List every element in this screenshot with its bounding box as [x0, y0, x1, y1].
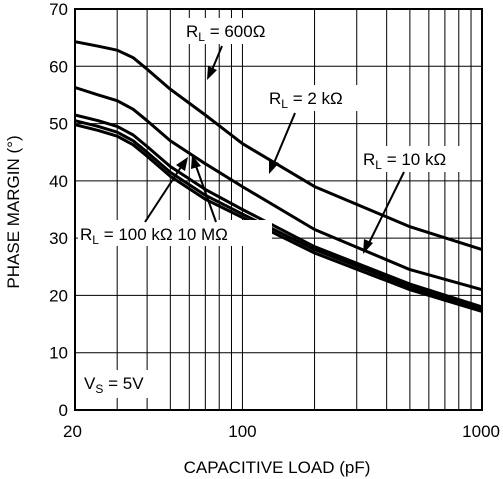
x-tick-label: 100 — [228, 422, 256, 441]
label-vs-sub: S — [95, 382, 103, 396]
label-rl-10k-text: = 10 kΩ — [382, 150, 446, 169]
label-rl-600: RL = 600Ω — [186, 22, 265, 44]
y-tick-label: 40 — [49, 172, 68, 191]
y-tick-label: 20 — [49, 286, 68, 305]
x-tick-label: 1000 — [462, 422, 500, 441]
tick-labels: 0 10 20 30 40 50 60 70 20 100 1000 — [49, 0, 500, 441]
label-rl-100k: RL = 100 kΩ 10 MΩ — [80, 225, 228, 247]
series-line — [74, 113, 483, 309]
label-rl-100k-sub: L — [92, 233, 99, 247]
y-tick-label: 0 — [59, 401, 68, 420]
label-rl-10k: RL = 10 kΩ — [363, 150, 446, 172]
label-rl-600-r: R — [186, 22, 198, 41]
label-rl-2k-sub: L — [281, 97, 288, 111]
x-tick-label: 20 — [63, 422, 82, 441]
label-bg-2k — [265, 85, 361, 111]
y-tick-label: 60 — [49, 57, 68, 76]
arrow-10m — [191, 155, 217, 223]
y-tick-label: 50 — [49, 115, 68, 134]
grid — [75, 9, 482, 410]
label-bg-100k — [78, 220, 272, 246]
arrow-600 — [207, 45, 223, 80]
y-tick-label: 10 — [49, 344, 68, 363]
label-bg-vs — [80, 370, 162, 398]
series-line — [74, 123, 483, 313]
x-axis-title: CAPACITIVE LOAD (pF) — [184, 458, 371, 477]
arrow-100k — [144, 157, 188, 223]
label-rl-10k-sub: L — [375, 158, 382, 172]
arrow-10k — [363, 171, 405, 254]
label-vs: VS = 5V — [84, 374, 144, 396]
label-rl-100k-text: = 100 kΩ 10 MΩ — [99, 225, 228, 244]
y-tick-label: 30 — [49, 229, 68, 248]
label-rl-2k-text: = 2 kΩ — [288, 89, 343, 108]
label-rl-10k-r: R — [363, 150, 375, 169]
curves — [74, 40, 483, 313]
series-line — [74, 119, 483, 312]
plot-frame — [74, 8, 483, 411]
label-vs-v: V — [84, 374, 96, 393]
label-rl-2k-r: R — [269, 89, 281, 108]
y-tick-label: 70 — [49, 0, 68, 19]
label-rl-600-text: = 600Ω — [205, 22, 265, 41]
series-line — [74, 86, 483, 292]
label-vs-text: = 5V — [103, 374, 144, 393]
label-bg-10k — [360, 146, 470, 172]
label-rl-2k: RL = 2 kΩ — [269, 89, 343, 111]
series-line — [74, 40, 483, 252]
label-rl-100k-r: R — [80, 225, 92, 244]
label-rl-600-sub: L — [198, 30, 205, 44]
arrow-2k — [269, 112, 296, 174]
label-bg-600 — [182, 18, 290, 44]
y-axis-title: PHASE MARGIN (°) — [4, 135, 23, 288]
